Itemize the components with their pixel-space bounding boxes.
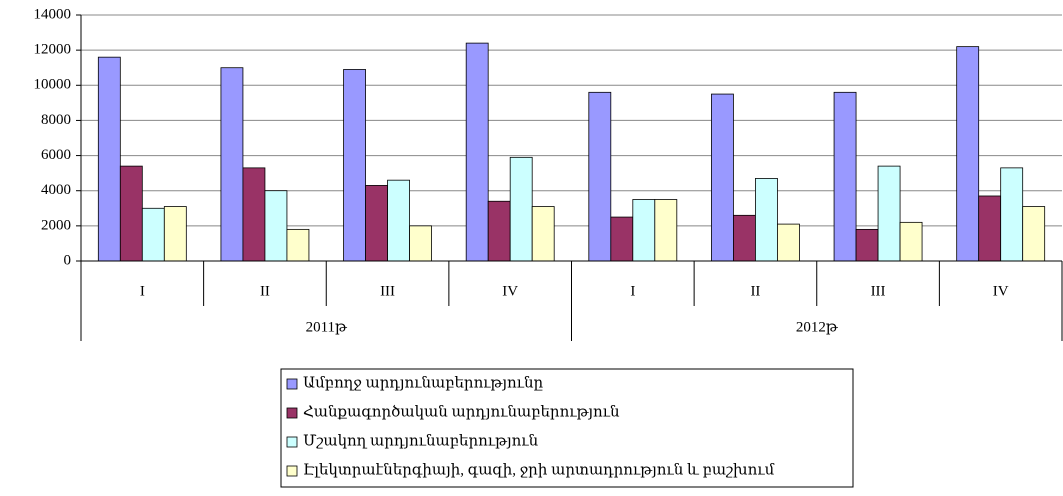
legend-swatch <box>286 465 298 477</box>
bar <box>978 195 1002 262</box>
legend-label: Էլեկտրաէներգիայի, գազի, ջրի արտադրությու… <box>303 462 775 478</box>
x-tick-label: IV <box>502 283 518 299</box>
bar <box>97 56 121 262</box>
bar <box>141 207 165 262</box>
bar <box>632 199 656 262</box>
bar <box>163 206 187 262</box>
x-tick-label: III <box>871 283 886 299</box>
bar <box>409 225 432 262</box>
y-tick-label: 6000 <box>41 147 71 163</box>
group-label: 2011թ <box>306 319 348 335</box>
x-tick-label: I <box>630 283 635 299</box>
legend-swatch <box>286 407 298 419</box>
bar <box>777 223 800 262</box>
legend-label: Հանքագործական արդյունաբերություն <box>303 404 620 420</box>
y-tick-label: 12000 <box>34 42 72 58</box>
y-tick-label: 0 <box>64 252 72 268</box>
bar <box>509 156 533 262</box>
x-tick-label: IV <box>993 283 1009 299</box>
x-tick-label: III <box>380 283 395 299</box>
x-tick-label: I <box>140 283 145 299</box>
bar <box>956 46 980 262</box>
y-tick-label: 2000 <box>41 217 71 233</box>
y-tick-label: 14000 <box>34 6 72 22</box>
bar <box>588 91 612 262</box>
bar <box>899 221 923 262</box>
bar <box>610 216 634 262</box>
legend-label: Մշակող արդյունաբերություն <box>303 433 539 449</box>
bar <box>487 200 511 262</box>
bar <box>286 228 310 262</box>
bar <box>343 69 366 262</box>
bar <box>877 165 901 262</box>
bar <box>387 179 410 262</box>
bar <box>264 190 288 262</box>
y-tick-label: 10000 <box>34 77 72 93</box>
bar <box>220 67 244 262</box>
bar <box>119 165 143 262</box>
bar <box>1000 167 1024 262</box>
group-label: 2012թ <box>796 319 839 335</box>
bar <box>654 199 678 262</box>
bar <box>242 167 266 262</box>
bar <box>531 206 555 262</box>
bar <box>365 185 388 262</box>
x-tick-label: II <box>750 283 760 299</box>
bar <box>465 42 489 262</box>
y-tick-label: 4000 <box>41 182 71 198</box>
legend-box <box>280 368 854 488</box>
bar <box>855 228 879 262</box>
bar <box>755 178 778 262</box>
legend-swatch <box>286 378 298 390</box>
bar <box>733 214 756 262</box>
y-tick-label: 8000 <box>41 112 71 128</box>
x-tick-label: II <box>260 283 270 299</box>
bar <box>711 93 734 262</box>
legend-swatch <box>286 436 298 448</box>
bar <box>1022 206 1046 262</box>
legend-label: Ամբողջ արդյունաբերությունը <box>303 375 544 391</box>
bar <box>833 91 857 262</box>
